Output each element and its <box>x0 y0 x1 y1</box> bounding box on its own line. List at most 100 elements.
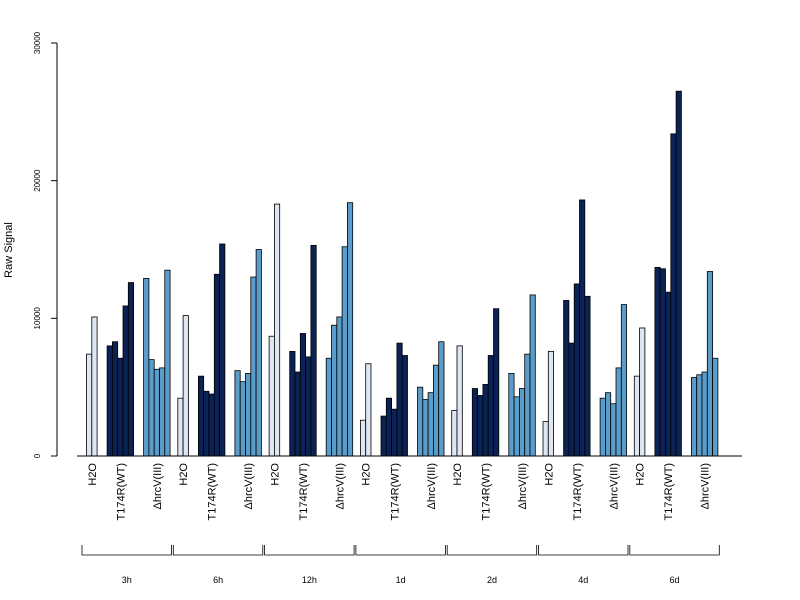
bar <box>239 381 246 457</box>
bar <box>289 350 296 457</box>
bar <box>639 327 646 457</box>
bar <box>385 397 392 457</box>
bar <box>670 133 677 457</box>
time-brackets: 3h 6h 12h 1d 2d 4d 6d <box>81 545 720 585</box>
bar <box>245 372 252 457</box>
bar <box>524 353 531 457</box>
bar <box>584 295 591 457</box>
bar <box>336 316 343 457</box>
time-bracket <box>264 545 355 556</box>
bar <box>487 355 494 457</box>
bar <box>143 278 150 457</box>
group-label: H2O <box>635 463 647 486</box>
bar <box>203 390 210 457</box>
bar <box>519 388 526 457</box>
bar <box>86 353 93 457</box>
time-label: 6h <box>213 575 223 585</box>
bar <box>659 268 666 457</box>
group-label: H2O <box>178 463 190 486</box>
bar <box>294 371 301 457</box>
bar <box>182 315 189 457</box>
bar <box>117 357 124 457</box>
time-bracket <box>172 545 264 556</box>
bar <box>508 372 515 457</box>
bar <box>255 249 262 457</box>
bar <box>250 276 257 457</box>
group-label: T174R(WT) <box>572 463 584 520</box>
bar <box>325 357 332 457</box>
group-label: ΔhrcV(III) <box>608 463 620 509</box>
time-bracket <box>446 545 538 556</box>
bar <box>573 283 580 457</box>
bar <box>529 294 536 457</box>
y-tick-label: 30000 <box>33 31 42 54</box>
bar <box>177 397 184 457</box>
bar <box>164 269 171 457</box>
group-label: ΔhrcV(III) <box>426 463 438 509</box>
y-tick-label: 20000 <box>33 169 42 192</box>
bar <box>620 304 627 457</box>
bar <box>615 367 622 457</box>
bar <box>691 377 698 457</box>
group-label: H2O <box>87 463 99 486</box>
bar <box>219 243 226 457</box>
bar <box>605 392 612 457</box>
bar <box>701 371 708 457</box>
bar <box>493 308 500 457</box>
bar <box>482 384 489 457</box>
bar <box>346 202 354 457</box>
bar <box>706 271 713 457</box>
time-label: 6d <box>669 575 679 585</box>
bar <box>401 355 408 457</box>
bar <box>127 282 135 457</box>
group-label: T174R(WT) <box>663 463 675 520</box>
group-labels: H2O T174R(WT) ΔhrcV(III) H2O T174R(WT) ΔhrcV(… <box>87 463 712 521</box>
bar <box>148 359 155 457</box>
bar <box>675 90 682 457</box>
bar <box>542 421 549 457</box>
time-bracket <box>355 545 446 556</box>
time-bracket <box>629 545 720 556</box>
bar <box>331 324 338 457</box>
bar <box>427 392 434 457</box>
bar <box>112 341 119 457</box>
bar <box>197 375 205 457</box>
y-tick-label: 10000 <box>33 307 42 330</box>
bar <box>380 415 387 457</box>
bar <box>513 396 520 457</box>
bar <box>422 399 429 457</box>
bar <box>477 395 484 457</box>
bar <box>417 386 424 457</box>
bar <box>268 335 275 457</box>
bar <box>599 397 606 457</box>
group-label: H2O <box>269 463 281 486</box>
group-label: T174R(WT) <box>481 463 493 520</box>
bar <box>273 203 281 457</box>
bar <box>654 266 661 457</box>
bar <box>106 345 113 457</box>
bar <box>365 363 372 457</box>
time-bracket <box>81 545 172 556</box>
y-tick-label: 0 <box>33 453 42 458</box>
bar <box>91 316 98 457</box>
time-label: 3h <box>122 575 132 585</box>
bar <box>213 273 221 457</box>
bar <box>159 367 166 457</box>
group-label: H2O <box>452 463 464 486</box>
group-label: ΔhrcV(III) <box>243 463 255 509</box>
bar <box>547 350 554 457</box>
group-label: T174R(WT) <box>298 463 310 520</box>
bar <box>359 419 367 457</box>
group-label: ΔhrcV(III) <box>335 463 347 509</box>
bar <box>305 356 312 457</box>
bar <box>310 244 317 457</box>
bar <box>568 342 575 457</box>
bar <box>471 388 478 457</box>
group-label: H2O <box>543 463 555 486</box>
group-label: T174R(WT) <box>115 463 127 520</box>
y-axis-title: Raw Signal <box>3 222 15 278</box>
bar <box>122 305 129 457</box>
time-label: 2d <box>487 575 497 585</box>
bar <box>153 368 160 457</box>
